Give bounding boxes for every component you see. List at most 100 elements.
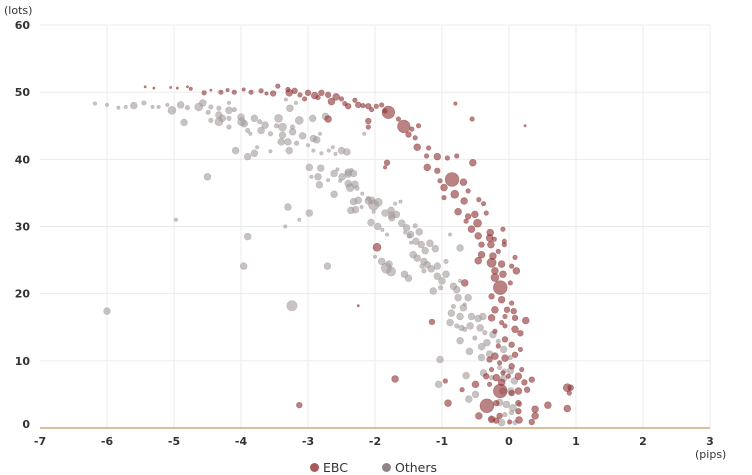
point-ebc: [332, 93, 340, 101]
point-others: [417, 240, 425, 249]
point-ebc: [405, 131, 412, 138]
point-others: [371, 209, 376, 214]
point-others: [415, 228, 423, 236]
point-others: [351, 180, 359, 188]
y-tick-label: 60: [15, 19, 31, 32]
point-ebc: [469, 116, 475, 122]
point-others: [354, 196, 362, 205]
point-others: [257, 119, 263, 125]
point-others: [231, 146, 240, 155]
point-ebc: [491, 306, 499, 314]
point-others: [316, 164, 325, 172]
point-ebc: [258, 88, 264, 94]
point-others: [482, 330, 488, 336]
point-ebc: [391, 375, 399, 383]
point-others: [377, 257, 386, 266]
point-ebc: [413, 143, 421, 151]
point-ebc: [345, 103, 352, 110]
point-others: [284, 138, 292, 146]
point-others: [438, 277, 446, 285]
point-ebc: [423, 163, 432, 172]
point-ebc: [459, 387, 465, 393]
point-others: [150, 104, 155, 109]
point-ebc: [169, 86, 173, 89]
x-tick-label: -3: [302, 435, 314, 448]
point-others: [372, 254, 378, 259]
point-others: [330, 169, 338, 178]
point-others: [250, 149, 259, 158]
point-ebc: [269, 90, 277, 97]
point-ebc: [509, 263, 515, 269]
point-ebc: [365, 103, 372, 110]
point-others: [208, 104, 214, 110]
point-others: [326, 148, 331, 153]
point-ebc: [500, 226, 506, 232]
point-others: [476, 324, 484, 332]
point-others: [305, 143, 311, 148]
point-ebc: [511, 325, 519, 334]
point-ebc: [495, 343, 501, 349]
point-ebc: [201, 90, 207, 96]
point-ebc: [459, 178, 468, 186]
x-axis-label: (pips): [695, 448, 726, 460]
point-others: [283, 224, 288, 229]
point-others: [495, 338, 501, 344]
legend-item-ebc[interactable]: EBC: [310, 460, 348, 475]
point-ebc: [225, 88, 230, 93]
point-ebc: [275, 83, 281, 89]
point-others: [173, 217, 179, 222]
point-ebc: [356, 304, 360, 308]
point-others: [330, 145, 335, 150]
point-ebc: [497, 360, 503, 366]
point-ebc: [479, 398, 495, 414]
point-others: [273, 123, 280, 129]
point-others: [426, 239, 434, 248]
point-ebc: [444, 155, 450, 161]
point-ebc: [185, 85, 189, 89]
point-others: [438, 285, 444, 291]
point-ebc: [302, 96, 308, 102]
point-ebc: [486, 257, 497, 268]
point-ebc: [500, 370, 506, 376]
point-others: [231, 107, 237, 113]
point-others: [466, 322, 474, 330]
point-others: [248, 131, 253, 136]
point-others: [130, 101, 138, 110]
point-others: [92, 101, 97, 106]
point-others: [267, 131, 274, 137]
point-others: [367, 218, 375, 227]
point-ebc: [415, 123, 422, 129]
point-ebc: [441, 195, 447, 201]
point-others: [216, 105, 222, 111]
point-ebc: [499, 319, 505, 326]
point-ebc: [523, 386, 531, 393]
point-others: [323, 262, 332, 270]
point-others: [294, 116, 304, 125]
point-others: [471, 390, 480, 399]
point-others: [433, 262, 442, 270]
point-others: [467, 312, 476, 321]
point-others: [257, 126, 265, 135]
point-ebc: [505, 373, 511, 379]
point-others: [203, 173, 212, 181]
point-ebc: [512, 267, 521, 275]
point-ebc: [483, 373, 490, 380]
point-others: [436, 355, 444, 364]
point-others: [285, 146, 293, 155]
point-others: [225, 106, 233, 115]
point-others: [443, 258, 449, 265]
y-tick-label: 10: [15, 355, 31, 368]
point-others: [421, 268, 427, 274]
x-tick-label: -2: [369, 435, 381, 448]
point-others: [446, 318, 454, 327]
point-ebc: [464, 213, 472, 220]
point-others: [398, 219, 406, 227]
point-others: [255, 145, 260, 150]
legend-item-others[interactable]: Others: [381, 460, 437, 475]
point-others: [308, 114, 317, 123]
point-others: [386, 266, 396, 277]
point-ebc: [492, 373, 501, 382]
point-others: [297, 217, 302, 222]
